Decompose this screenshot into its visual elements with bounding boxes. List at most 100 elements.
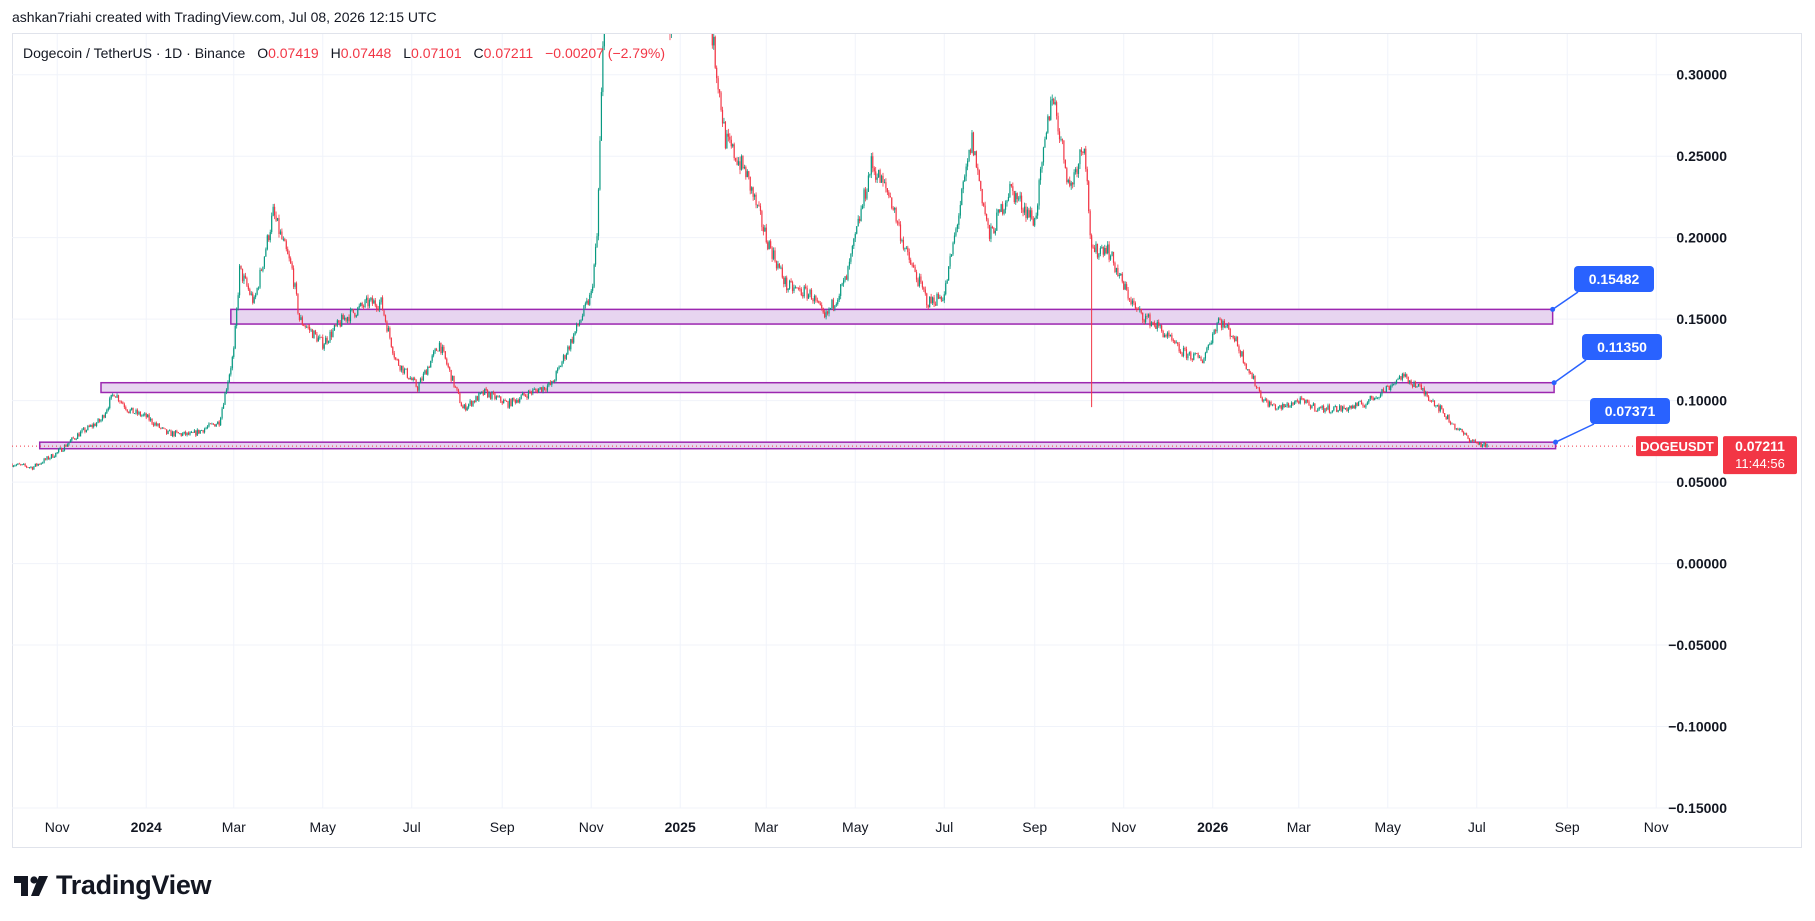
callout-anchor[interactable] (1553, 439, 1559, 445)
candle-body (408, 377, 410, 380)
candle-body (869, 174, 871, 176)
candle-body (1346, 407, 1348, 412)
candle-body (30, 466, 32, 468)
candle-body (714, 36, 716, 68)
candle-body (1258, 388, 1260, 392)
candle-body (81, 429, 83, 432)
candle-body (678, 5, 679, 18)
low-value: 0.07101 (411, 45, 462, 61)
candle-body (1471, 440, 1474, 442)
candle-body (160, 427, 162, 429)
candle-body (431, 355, 433, 361)
candle-body (821, 304, 823, 308)
candle-body (1092, 246, 1094, 248)
candle-body (230, 368, 232, 375)
candle-body (75, 438, 77, 440)
candle-body (100, 420, 102, 422)
candle-body (711, 34, 713, 46)
candle-body (672, 9, 673, 16)
price-callout[interactable] (1574, 266, 1654, 292)
candle-body (469, 400, 471, 405)
candle-body (282, 238, 284, 240)
candle-body (215, 424, 217, 427)
candle-body (1184, 347, 1186, 350)
support-resistance-zone[interactable] (38, 441, 1557, 450)
candle-body (770, 241, 772, 248)
candle-body (421, 378, 423, 381)
candle-body (101, 415, 104, 421)
candle-body (46, 456, 48, 460)
candle-body (870, 156, 872, 175)
candle-body (1127, 289, 1129, 299)
candle-body (1131, 300, 1134, 305)
candle-body (915, 272, 918, 280)
candle-body (1301, 397, 1303, 399)
candle-body (805, 286, 807, 289)
candle-body (113, 394, 115, 397)
chart-frame (12, 33, 1802, 848)
candle-body (180, 433, 182, 436)
y-tick-label: 0.20000 (1676, 230, 1727, 246)
candle-body (173, 431, 175, 437)
candle-body (593, 264, 595, 287)
candle-body (392, 346, 394, 354)
candle-body (840, 284, 842, 296)
candle-body (1350, 405, 1352, 409)
candle-body (1172, 339, 1174, 341)
support-resistance-zone[interactable] (100, 381, 1555, 394)
candle-body (307, 326, 309, 328)
candle-body (1124, 284, 1126, 290)
candle-body (1108, 244, 1110, 260)
callout-anchor[interactable] (1550, 306, 1556, 312)
callout-anchor[interactable] (1551, 380, 1557, 386)
candle-body (255, 294, 257, 298)
candle-body (756, 204, 759, 206)
candle-body (1041, 162, 1043, 169)
candle-body (748, 171, 750, 177)
candle-body (390, 337, 392, 347)
candle-body (1414, 382, 1417, 388)
candle-body (1136, 308, 1138, 310)
candle-body (1248, 369, 1250, 373)
candle-body (269, 232, 271, 241)
candle-body (842, 280, 845, 284)
candle-body (1061, 139, 1064, 141)
candle-body (824, 312, 826, 318)
candle-body (1137, 308, 1139, 310)
candle-body (838, 295, 840, 300)
candle-body (1102, 247, 1104, 255)
candle-body (974, 151, 976, 156)
symbol-name[interactable]: Dogecoin / TetherUS · 1D · Binance (23, 45, 246, 61)
candle-body (330, 331, 333, 338)
price-callout[interactable] (1582, 334, 1662, 360)
candle-body (548, 382, 550, 386)
candle-body (412, 378, 414, 381)
candle-body (1359, 401, 1361, 403)
candle-body (991, 226, 994, 229)
candle-body (47, 456, 50, 460)
candle-body (562, 355, 565, 362)
candle-body (1072, 182, 1074, 185)
candle-body (373, 300, 375, 304)
candle-body (1484, 442, 1487, 447)
candle-body (1066, 168, 1068, 183)
support-resistance-zone[interactable] (230, 308, 1554, 325)
candle-body (450, 369, 452, 381)
candle-body (1482, 444, 1484, 447)
candle-body (1019, 195, 1021, 199)
price-callout[interactable] (1590, 398, 1670, 424)
candle-body (71, 437, 73, 441)
candle-body (1086, 169, 1088, 182)
candle-body (1333, 407, 1335, 411)
candle-body (1449, 422, 1452, 424)
candle-body (1400, 376, 1402, 380)
open-value: 0.07419 (268, 45, 319, 61)
candle-body (600, 92, 603, 141)
candle-body (1271, 404, 1274, 406)
candle-body (549, 382, 551, 385)
candle-body (348, 317, 350, 322)
candle-body (790, 280, 792, 283)
candle-body (279, 231, 282, 234)
tradingview-logo[interactable]: TradingView (14, 870, 212, 901)
